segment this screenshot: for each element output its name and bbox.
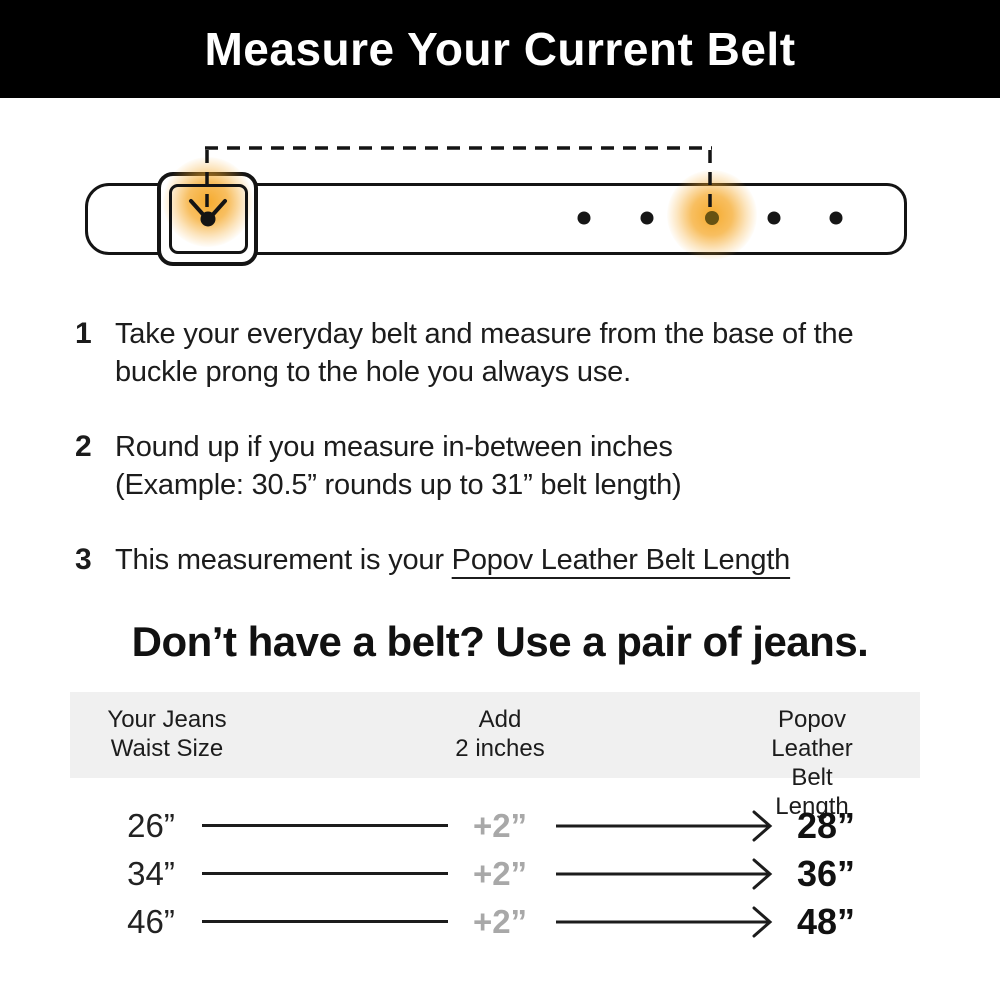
instruction-steps: 1 Take your everyday belt and measure fr… — [0, 300, 1000, 580]
step-2-text: Round up if you measure in-between inche… — [115, 429, 682, 504]
belt-length-value: 28” — [797, 804, 856, 846]
waist-size-value: 34” — [127, 854, 175, 892]
column-header-length-line-1: Popov Leather — [771, 705, 853, 762]
belt-buckle-inner-frame — [169, 184, 248, 254]
belt-length-value: 48” — [797, 900, 856, 942]
step-2-line-2: (Example: 30.5” rounds up to 31” belt le… — [115, 468, 682, 501]
prong-base-dot — [200, 211, 216, 227]
connector-line — [202, 919, 448, 923]
step-3-number: 3 — [75, 543, 92, 576]
belt-hole-dot — [577, 211, 591, 225]
arrow-right-icon — [556, 898, 782, 951]
table-row: 34” +2” 36” — [0, 850, 1000, 898]
belt-hole-dot — [640, 211, 654, 225]
jeans-section-heading: Don’t have a belt? Use a pair of jeans. — [131, 617, 869, 665]
column-header-length: Popov Leather Belt Length — [758, 705, 866, 821]
step-1: 1 Take your everyday belt and measure fr… — [45, 316, 950, 391]
step-3-text: This measurement is your Popov Leather B… — [115, 542, 790, 580]
column-header-add-line-2: 2 inches — [455, 734, 545, 762]
step-3: 3 This measurement is your Popov Leather… — [45, 542, 950, 580]
connector-line — [202, 823, 448, 827]
step-2: 2 Round up if you measure in-between inc… — [45, 429, 950, 504]
table-row: 26” +2” 28” — [0, 802, 1000, 850]
connector-line — [202, 871, 448, 875]
step-3-prefix: This measurement is your — [115, 544, 452, 576]
arrow-right-icon — [556, 802, 782, 855]
column-header-add-line-1: Add — [478, 705, 522, 733]
conversion-rows: 26” +2” 28” 34” +2” 36” 46” +2” 48” — [0, 802, 1000, 946]
step-1-text: Take your everyday belt and measure from… — [115, 316, 854, 391]
column-header-waist-line-2: Waist Size — [110, 734, 224, 762]
column-header-waist-line-1: Your Jeans — [107, 705, 227, 733]
step-2-number: 2 — [75, 430, 92, 463]
belt-diagram — [0, 98, 1000, 300]
table-header-band: Your Jeans Waist Size Add 2 inches Popov… — [70, 691, 920, 820]
add-inches-value: +2” — [472, 902, 528, 940]
belt-hole-dot — [767, 211, 781, 225]
add-inches-value: +2” — [472, 854, 528, 892]
belt-hole-dot — [829, 211, 843, 225]
header-banner: Measure Your Current Belt — [0, 0, 1000, 98]
waist-size-value: 46” — [127, 902, 175, 940]
column-header-waist: Your Jeans Waist Size — [107, 705, 226, 763]
column-header-length-line-2: Belt Length — [775, 763, 849, 820]
column-header-add: Add 2 inches — [455, 705, 544, 763]
add-inches-value: +2” — [472, 806, 528, 844]
table-row: 46” +2” 48” — [0, 898, 1000, 946]
step-1-line-2: buckle prong to the hole you always use. — [115, 355, 631, 388]
step-1-line-1: Take your everyday belt and measure from… — [115, 318, 854, 350]
arrow-right-icon — [556, 850, 782, 903]
step-1-number: 1 — [75, 317, 92, 350]
page-title: Measure Your Current Belt — [204, 23, 796, 75]
measurement-dashed-line — [205, 146, 712, 216]
belt-hole-dot-highlighted — [705, 211, 719, 225]
belt-length-value: 36” — [797, 852, 856, 894]
diagram-linework — [189, 146, 843, 227]
belt-length-link[interactable]: Popov Leather Belt Length — [451, 544, 791, 576]
step-2-line-1: Round up if you measure in-between inche… — [115, 431, 673, 463]
waist-size-value: 26” — [127, 806, 175, 844]
belt-holes — [577, 211, 843, 225]
